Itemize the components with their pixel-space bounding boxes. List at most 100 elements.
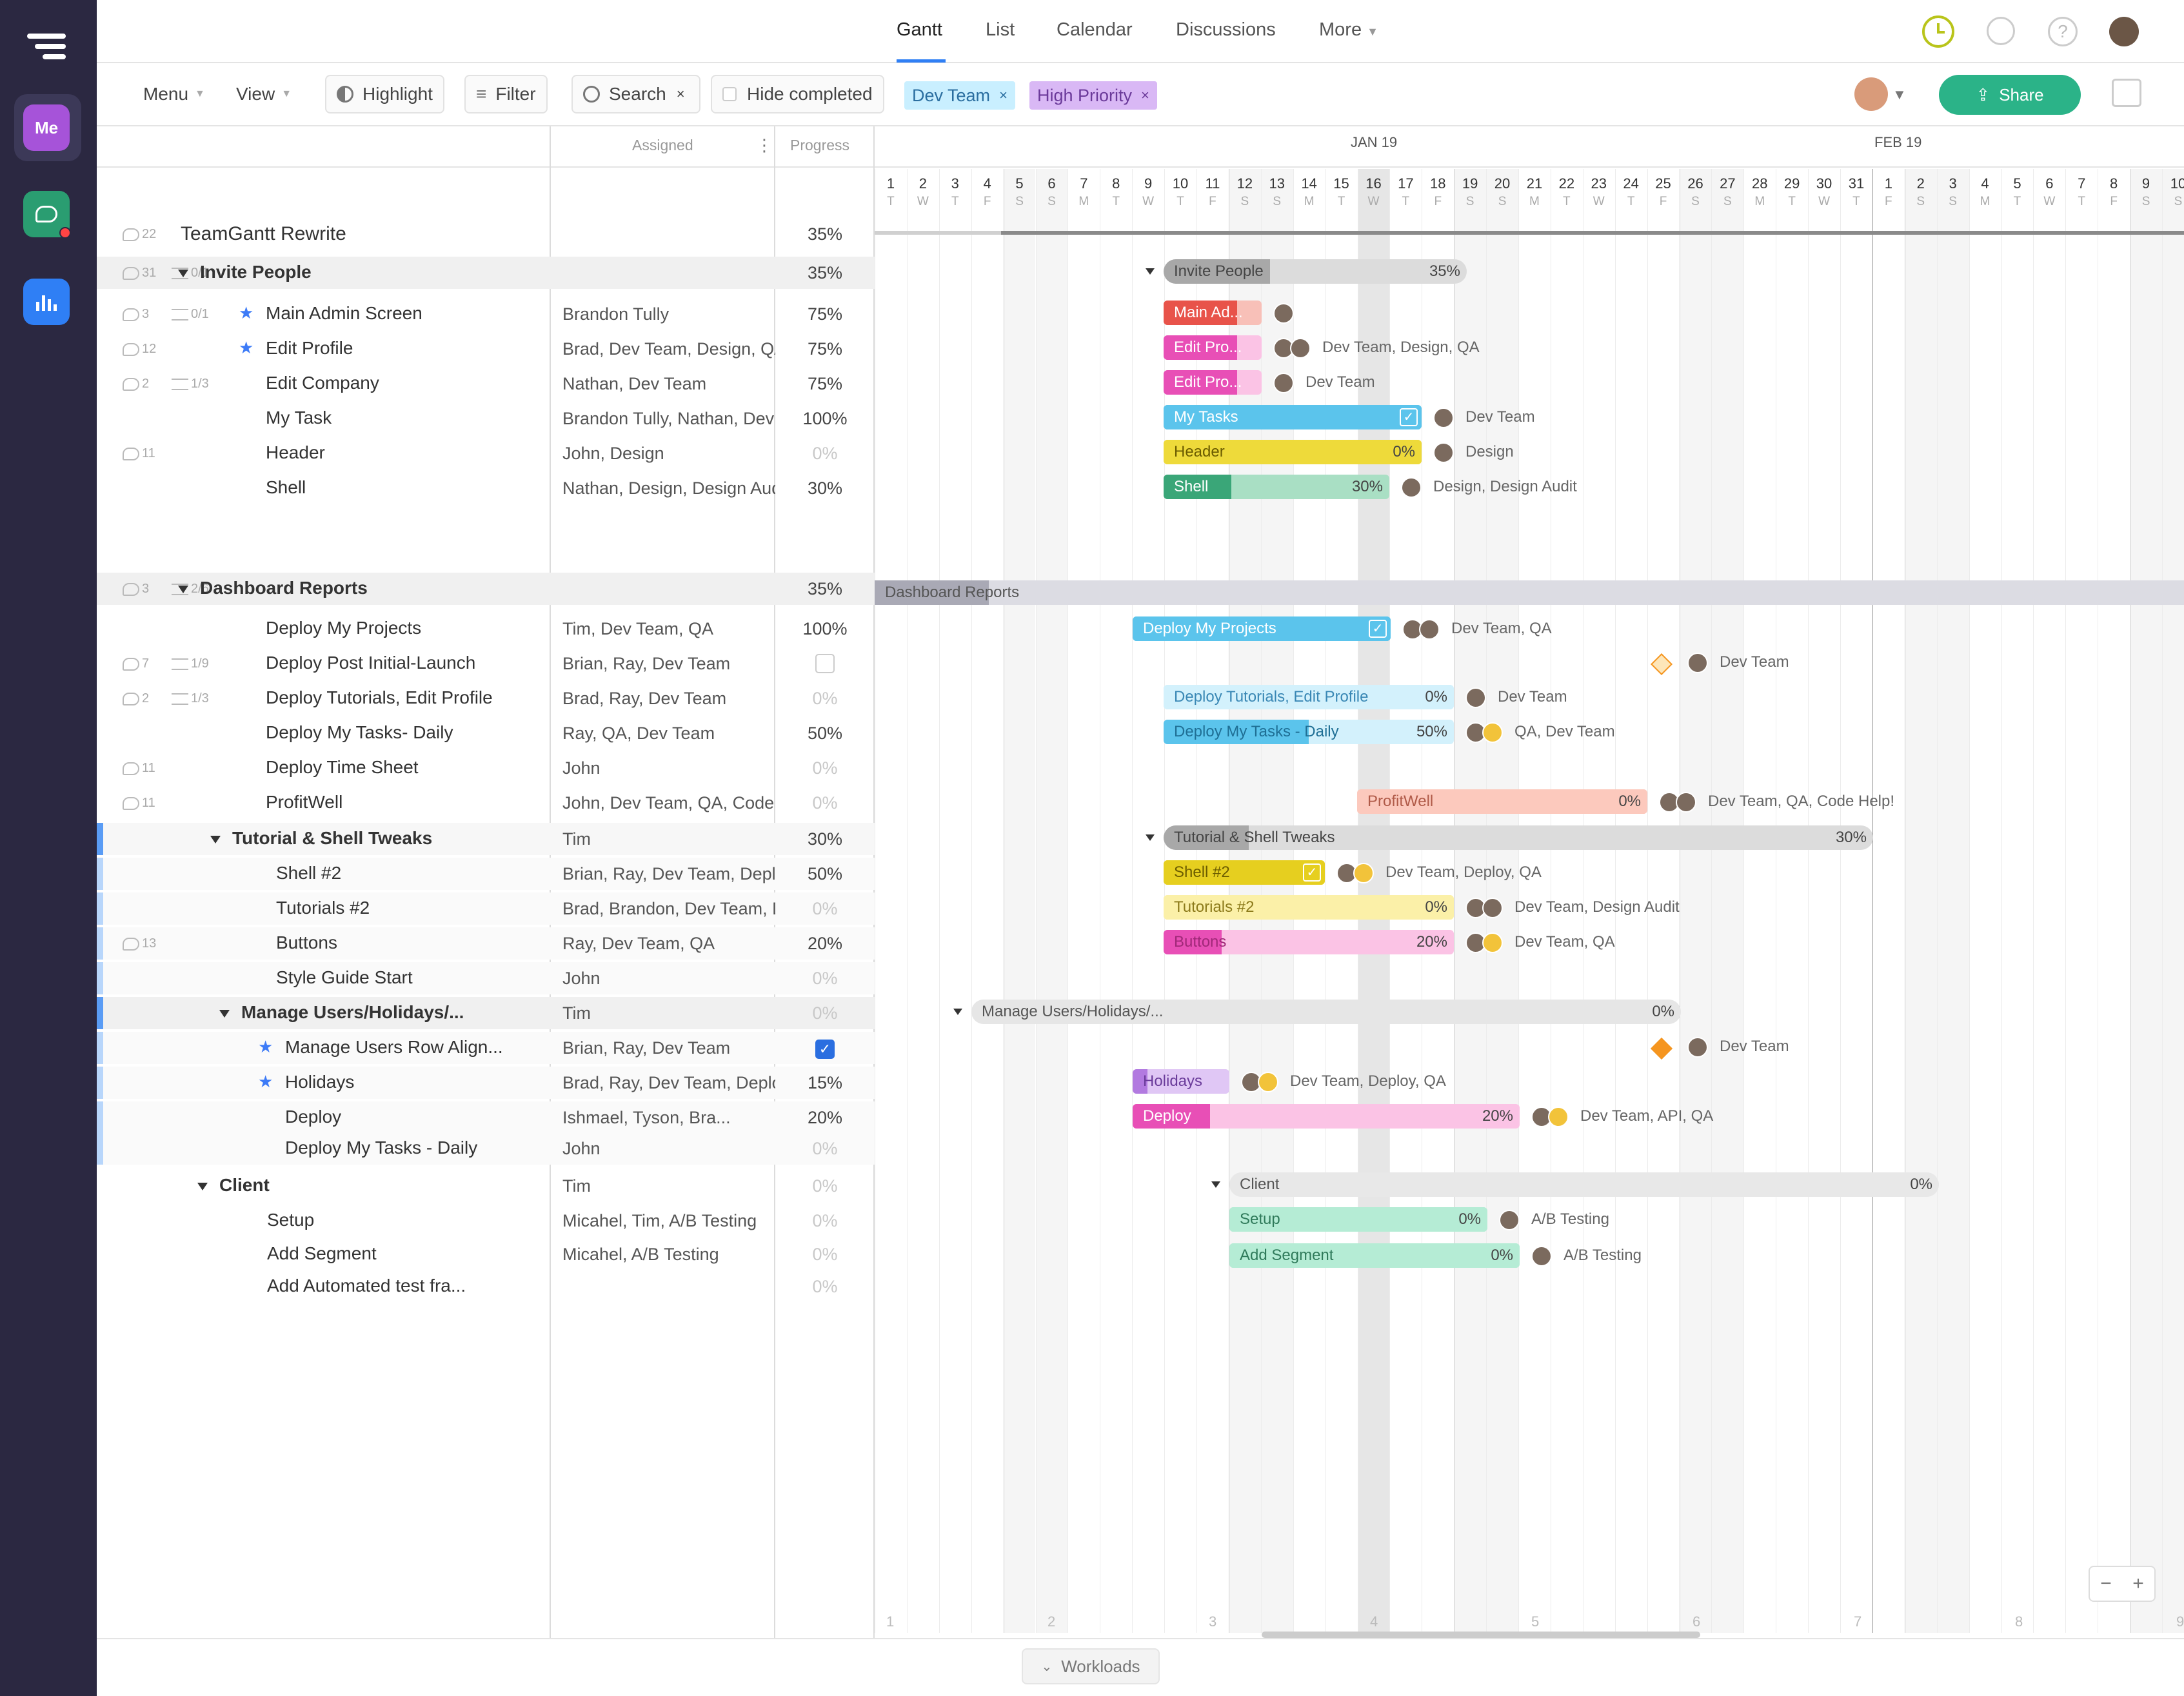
progress-cell[interactable]: 0% xyxy=(812,969,838,988)
progress-cell[interactable]: 0% xyxy=(812,1176,838,1196)
tab-discussions[interactable]: Discussions xyxy=(1176,19,1276,40)
assigned-cell[interactable]: Brad, Ray, Dev Team xyxy=(562,689,727,708)
collapse-caret-icon[interactable] xyxy=(197,1182,208,1190)
zoom-controls[interactable]: − + xyxy=(2089,1566,2156,1602)
task-row[interactable]: ★ Manage Users Row Align... Brian, Ray, De… xyxy=(97,1032,875,1064)
progress-cell[interactable]: 0% xyxy=(812,1277,838,1296)
assigned-cell[interactable]: John xyxy=(562,1139,601,1158)
progress-cell[interactable]: ✓ xyxy=(775,1038,875,1059)
bar-assignees[interactable]: Dev Team, Design Audit xyxy=(1465,898,1680,918)
task-name[interactable]: Deploy My Projects xyxy=(266,618,421,638)
me-button[interactable]: Me xyxy=(23,104,70,151)
task-name[interactable]: Edit Profile xyxy=(266,338,353,359)
column-menu-icon[interactable]: ⋮ xyxy=(756,135,773,155)
task-name[interactable]: Main Admin Screen xyxy=(266,303,422,324)
progress-cell[interactable]: 50% xyxy=(807,724,843,743)
collapse-caret-icon[interactable] xyxy=(178,585,188,593)
task-bar[interactable]: ProfitWell 0% xyxy=(1357,789,1647,814)
task-row[interactable]: 13 Buttons Ray, Dev Team, QA 20% xyxy=(97,927,875,960)
task-bar[interactable]: Tutorials #2 0% xyxy=(1164,895,1454,920)
task-row[interactable]: Add Automated test fra... 0% xyxy=(97,1270,875,1303)
close-icon[interactable]: × xyxy=(1141,87,1149,103)
task-name[interactable]: Dashboard Reports xyxy=(178,578,368,598)
progress-cell[interactable]: 0% xyxy=(812,793,838,813)
progress-cell[interactable]: 0% xyxy=(812,1003,838,1023)
assigned-cell[interactable]: John, Dev Team, QA, Code Help! xyxy=(562,793,775,813)
task-name[interactable]: Header xyxy=(266,442,325,463)
bar-assignees[interactable]: Dev Team xyxy=(1687,653,1789,673)
search-icon[interactable] xyxy=(1987,17,2015,45)
task-name[interactable]: Deploy Tutorials, Edit Profile xyxy=(266,687,493,708)
task-row[interactable]: ★ Holidays Brad, Ray, Dev Team, Deploy, QA… xyxy=(97,1067,875,1099)
group-bar[interactable]: Dashboard Reports xyxy=(875,580,2184,605)
zoom-out-icon[interactable]: − xyxy=(2100,1573,2112,1594)
progress-cell[interactable]: 0% xyxy=(812,1139,838,1158)
task-bar[interactable]: Add Segment 0% xyxy=(1229,1243,1520,1268)
bar-assignees[interactable]: Dev Team, QA xyxy=(1402,619,1552,640)
task-row[interactable]: Deploy My Projects Tim, Dev Team, QA 100% xyxy=(97,613,875,645)
bar-assignees[interactable]: Dev Team, Design, QA xyxy=(1273,338,1480,359)
assigned-cell[interactable]: Tim xyxy=(562,1003,591,1023)
task-name[interactable]: Deploy My Tasks - Daily xyxy=(285,1138,477,1158)
priority-star-icon[interactable]: ★ xyxy=(239,338,254,357)
task-name[interactable]: Style Guide Start xyxy=(276,967,413,988)
assigned-cell[interactable]: Brian, Ray, Dev Team, Deploy, QA xyxy=(562,864,775,883)
bar-assignees[interactable]: A/B Testing xyxy=(1499,1210,1609,1230)
task-row[interactable]: Add Segment Micahel, A/B Testing 0% xyxy=(97,1238,875,1270)
task-name[interactable]: Client xyxy=(197,1175,270,1196)
checklist-count[interactable]: 0/1 xyxy=(172,266,209,281)
bar-assignees[interactable]: Dev Team, API, QA xyxy=(1531,1107,1713,1127)
user-avatar[interactable] xyxy=(2109,17,2139,46)
filter-button[interactable]: ≡ Filter xyxy=(464,75,548,113)
assigned-cell[interactable]: Brandon Tully xyxy=(562,304,670,324)
task-bar[interactable]: Deploy Tutorials, Edit Profile 0% xyxy=(1164,685,1454,709)
task-name[interactable]: Tutorials #2 xyxy=(276,898,370,918)
progress-cell[interactable] xyxy=(775,654,875,678)
progress-cell[interactable]: 75% xyxy=(807,304,843,324)
task-name[interactable]: Manage Users/Holidays/... xyxy=(219,1002,464,1023)
progress-cell[interactable]: 50% xyxy=(807,864,843,883)
task-row[interactable]: Deploy My Tasks - Daily John 0% xyxy=(97,1132,875,1165)
task-name[interactable]: Manage Users Row Align... xyxy=(285,1037,503,1058)
comment-count[interactable]: 3 xyxy=(123,582,149,597)
task-name[interactable]: ProfitWell xyxy=(266,792,342,813)
assigned-cell[interactable]: Ray, QA, Dev Team xyxy=(562,724,715,743)
task-bar[interactable]: Edit Pro... xyxy=(1164,335,1262,360)
close-icon[interactable]: × xyxy=(676,86,685,102)
tab-more[interactable]: More ▼ xyxy=(1319,19,1378,40)
assigned-cell[interactable]: Brian, Ray, Dev Team xyxy=(562,1038,731,1058)
progress-cell[interactable]: 100% xyxy=(802,619,848,638)
priority-star-icon[interactable]: ★ xyxy=(239,303,254,322)
bar-assignees[interactable]: Design, Design Audit xyxy=(1401,477,1577,498)
assigned-cell[interactable]: Brad, Brandon, Dev Team, Design Audit xyxy=(562,899,775,918)
task-name[interactable]: Deploy Post Initial-Launch xyxy=(266,653,475,673)
priority-star-icon[interactable]: ★ xyxy=(258,1037,273,1056)
share-button[interactable]: ⇪ Share xyxy=(1939,75,2081,115)
completion-checkbox[interactable] xyxy=(815,654,835,673)
task-row[interactable]: Setup Micahel, Tim, A/B Testing 0% xyxy=(97,1205,875,1237)
progress-cell[interactable]: 35% xyxy=(807,224,843,244)
group-bar[interactable]: Client 0% xyxy=(1229,1172,1939,1197)
task-name[interactable]: Setup xyxy=(267,1210,314,1230)
priority-star-icon[interactable]: ★ xyxy=(258,1072,273,1091)
collapse-caret-icon[interactable] xyxy=(953,1009,962,1015)
tab-calendar[interactable]: Calendar xyxy=(1057,19,1133,40)
hide-completed-toggle[interactable]: Hide completed xyxy=(711,75,884,113)
checklist-count[interactable]: 2/6 xyxy=(172,582,209,597)
task-row[interactable]: Deploy Ishmael, Tyson, Bra... 20% xyxy=(97,1101,875,1134)
comment-count[interactable]: 11 xyxy=(123,761,155,776)
zoom-in-icon[interactable]: + xyxy=(2132,1573,2144,1594)
task-row[interactable]: 11 ProfitWell John, Dev Team, QA, Code Hel… xyxy=(97,787,875,819)
progress-cell[interactable]: 30% xyxy=(807,478,843,498)
assigned-cell[interactable]: Micahel, A/B Testing xyxy=(562,1245,719,1264)
assigned-cell[interactable]: Ray, Dev Team, QA xyxy=(562,934,715,953)
task-bar[interactable]: Main Ad... xyxy=(1164,301,1262,325)
help-icon[interactable]: ? xyxy=(2048,17,2078,46)
assigned-cell[interactable]: Tim xyxy=(562,1176,591,1196)
group-row[interactable]: Tutorial & Shell Tweaks Tim 30% xyxy=(97,823,875,855)
assigned-cell[interactable]: Tim xyxy=(562,829,591,849)
progress-cell[interactable]: 0% xyxy=(812,689,838,708)
assigned-cell[interactable]: Brad, Ray, Dev Team, Deploy, QA xyxy=(562,1073,775,1092)
collapse-caret-icon[interactable] xyxy=(219,1009,230,1018)
completion-checkbox[interactable]: ✓ xyxy=(815,1040,835,1059)
